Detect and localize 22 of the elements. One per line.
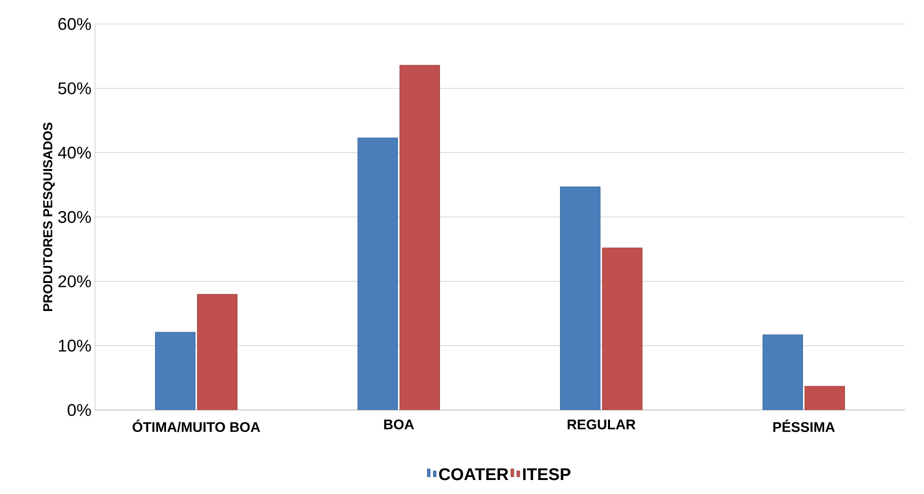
x-tick-label: REGULAR	[568, 419, 636, 430]
bar	[804, 386, 845, 410]
y-tick-label: 10%	[58, 340, 91, 352]
y-tick-label: 40%	[58, 146, 91, 159]
bar	[560, 186, 600, 410]
y-tick-label: 50%	[58, 82, 91, 94]
bar	[155, 332, 196, 410]
y-tick-label: 20%	[58, 275, 91, 288]
y-tick-label: 60%	[58, 18, 91, 30]
bar	[358, 138, 398, 410]
bar	[762, 334, 803, 410]
y-tick-label: 0%	[68, 404, 91, 416]
x-tick-label: BOA	[384, 419, 414, 430]
bar	[197, 294, 238, 410]
x-tick-label: ÓTIMA/MUITO BOA	[132, 420, 260, 432]
legend-label: COATER	[439, 468, 508, 480]
bar	[602, 248, 642, 410]
y-axis-title: PRODUTORES PESQUISADOS	[43, 122, 55, 312]
x-tick-label: PÉSSIMA	[773, 420, 835, 432]
bar	[400, 64, 440, 410]
legend-label: ITESP	[523, 468, 570, 480]
y-tick-label: 30%	[58, 210, 91, 223]
